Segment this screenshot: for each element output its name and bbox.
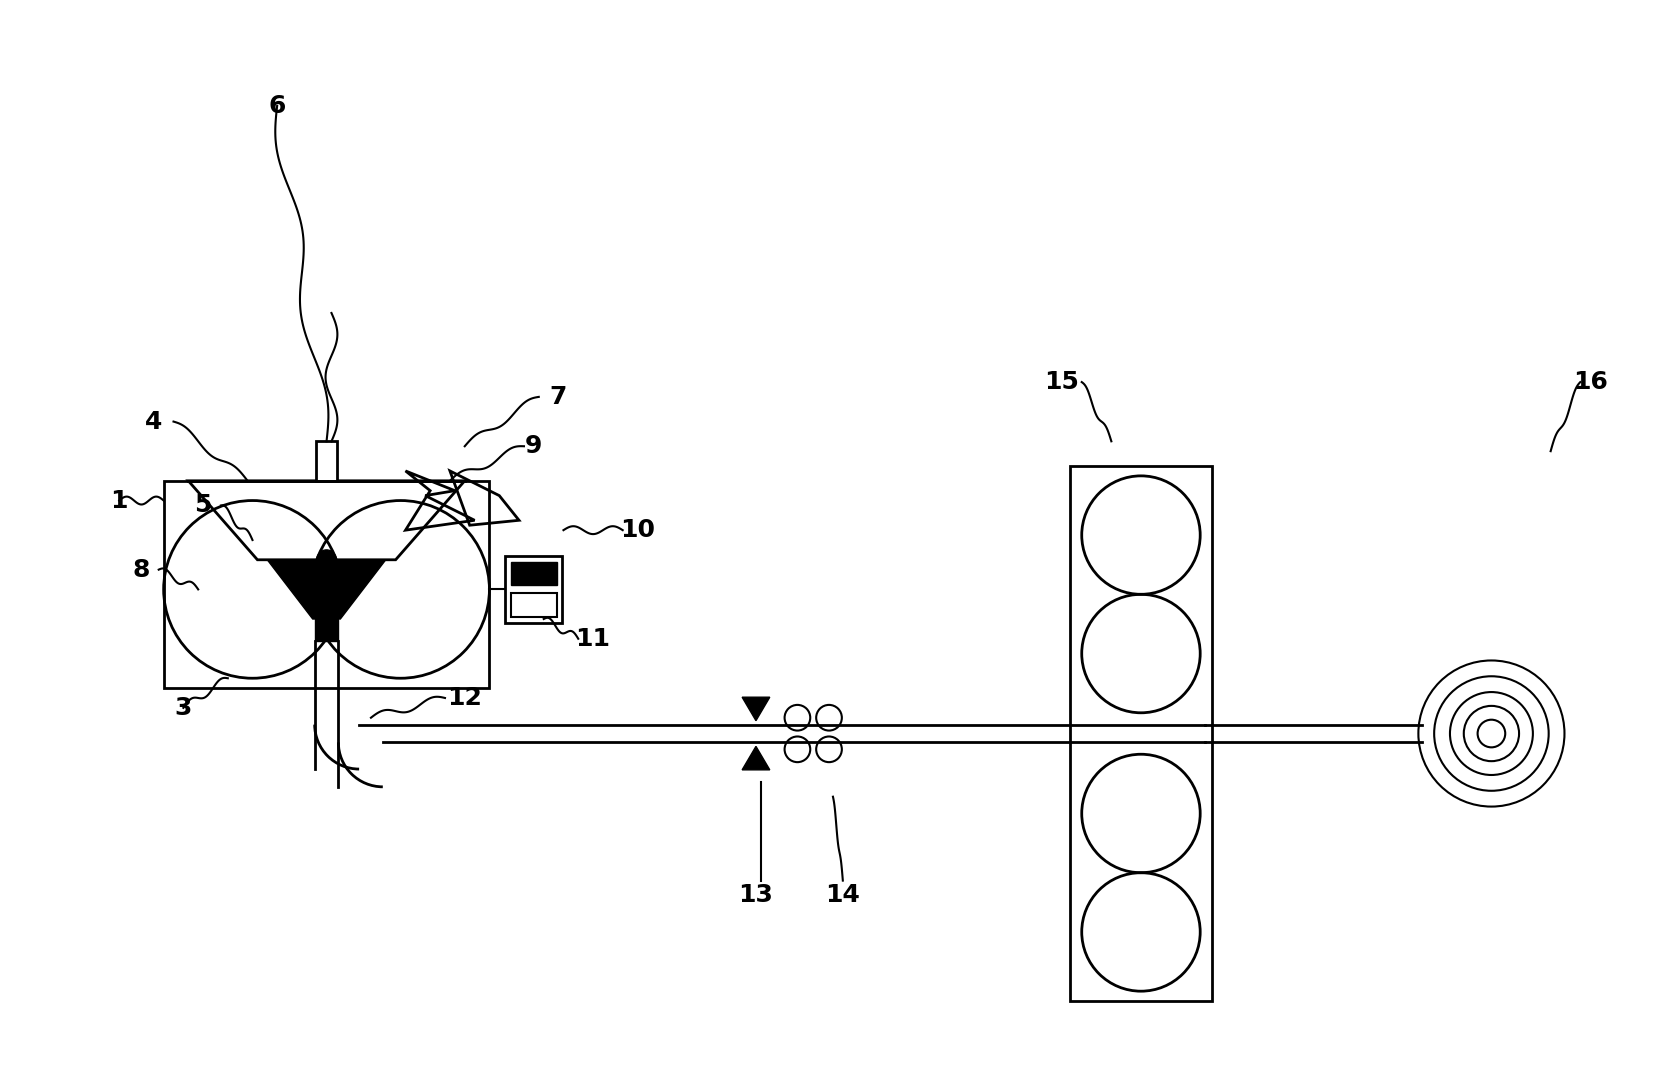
Bar [1071, 465, 1212, 1001]
Text: 14: 14 [825, 883, 860, 907]
Polygon shape [267, 560, 385, 620]
Text: 4: 4 [144, 409, 163, 434]
Bar [511, 593, 556, 617]
Text: 12: 12 [447, 686, 481, 710]
Text: 15: 15 [1044, 370, 1079, 394]
Polygon shape [742, 746, 770, 770]
Bar [511, 562, 556, 586]
Bar [315, 442, 337, 481]
Bar [505, 556, 563, 623]
Text: 7: 7 [549, 385, 568, 409]
Polygon shape [742, 698, 770, 720]
Text: 11: 11 [576, 627, 611, 651]
Text: 6: 6 [269, 93, 286, 117]
Text: 5: 5 [194, 494, 212, 518]
Text: 9: 9 [525, 434, 543, 458]
Text: 1: 1 [111, 488, 128, 512]
Circle shape [317, 550, 337, 570]
Text: 3: 3 [174, 695, 193, 719]
Text: 16: 16 [1572, 370, 1607, 394]
Text: 8: 8 [133, 558, 149, 582]
Bar [315, 620, 339, 641]
Text: 13: 13 [739, 883, 774, 907]
Bar [164, 481, 490, 688]
Text: 10: 10 [619, 519, 656, 542]
